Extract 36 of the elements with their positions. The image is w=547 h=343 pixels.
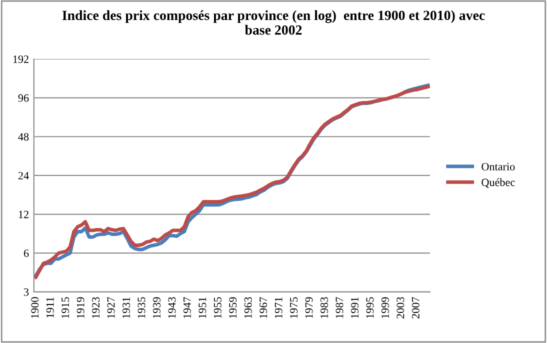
x-tick-label: 1915 — [62, 297, 70, 318]
x-tick-label: 1955 — [214, 297, 222, 318]
x-tick-label: 1995 — [366, 297, 374, 318]
x-tick-label: 1935 — [138, 297, 146, 318]
x-tick-label: 1963 — [244, 297, 252, 318]
x-tick-label: 1971 — [274, 297, 282, 318]
x-tick-label: 2003 — [396, 297, 404, 318]
x-tick-label: 1967 — [260, 297, 268, 318]
x-tick-label: 1951 — [198, 297, 206, 318]
x-tick-label: 1947 — [183, 297, 191, 318]
x-tick-label: 1975 — [290, 297, 298, 318]
y-tick-label: 6 — [24, 250, 29, 258]
x-tick-label: 1979 — [305, 297, 313, 318]
legend-label: Ontario — [482, 162, 515, 170]
legend-label: Québec — [482, 178, 515, 188]
x-tick-label: 1927 — [107, 297, 115, 318]
y-tick-label: 192 — [13, 55, 28, 63]
y-tick-label: 12 — [18, 210, 28, 218]
x-tick-label: 1959 — [229, 297, 237, 318]
x-tick-label: 1919 — [76, 297, 84, 318]
x-tick-label: 1987 — [336, 297, 344, 318]
y-tick-label: 48 — [18, 133, 29, 141]
x-tick-label: 1911 — [46, 297, 54, 318]
x-tick-label: 1931 — [122, 297, 130, 318]
x-tick-label: 1923 — [92, 297, 100, 318]
x-tick-label: 2007 — [412, 297, 420, 318]
x-tick-label: 1991 — [351, 297, 358, 318]
y-tick-label: 24 — [18, 172, 29, 180]
x-tick-label: 1983 — [320, 297, 328, 318]
x-tick-label: 1939 — [152, 297, 160, 318]
chart-title: Indice des prix composés par province (en log) entre 1900 et 2010) avec base 2002 — [62, 10, 485, 35]
x-tick-label: 1943 — [168, 297, 176, 318]
x-tick-label: 1999 — [381, 297, 389, 318]
y-tick-label: 3 — [24, 288, 29, 296]
y-tick-label: 96 — [18, 94, 29, 102]
x-tick-label: 1900 — [31, 297, 39, 318]
